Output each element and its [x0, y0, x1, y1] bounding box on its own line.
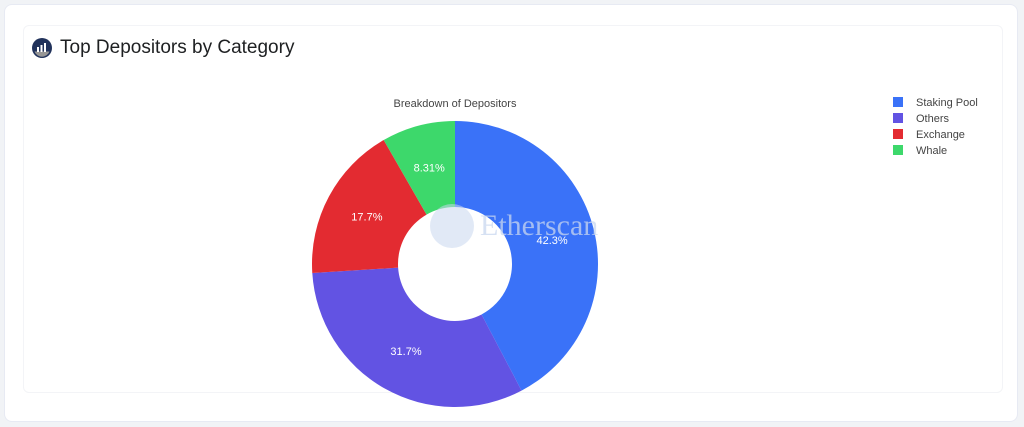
legend-label-staking-pool: Staking Pool — [916, 97, 978, 109]
legend-item-whale[interactable]: Whale — [893, 145, 947, 157]
slice-labels: 42.3% 31.7% 17.7% 8.31% — [351, 162, 568, 358]
card-header: Top Depositors by Category — [32, 34, 294, 62]
legend-item-exchange[interactable]: Exchange — [893, 129, 965, 141]
slice-label-whale: 8.31% — [414, 162, 445, 174]
legend-label-others: Others — [916, 113, 950, 125]
card-title: Top Depositors by Category — [60, 37, 295, 58]
slice-label-staking-pool: 42.3% — [536, 235, 567, 247]
donut-slices — [312, 121, 598, 407]
slice-others[interactable] — [312, 267, 522, 407]
legend-label-exchange: Exchange — [916, 129, 965, 141]
watermark: Etherscan — [430, 204, 598, 248]
slice-staking-pool[interactable] — [455, 121, 598, 391]
watermark-text: Etherscan — [480, 209, 598, 242]
slice-label-others: 31.7% — [390, 346, 421, 358]
slice-label-exchange: 17.7% — [351, 212, 382, 224]
legend-label-whale: Whale — [916, 145, 947, 157]
etherscan-logo-icon — [32, 38, 52, 58]
legend-item-staking-pool[interactable]: Staking Pool — [893, 97, 978, 109]
slice-exchange[interactable] — [312, 140, 427, 274]
slice-whale[interactable] — [383, 121, 455, 215]
legend-item-others[interactable]: Others — [893, 113, 950, 125]
chart-title: Breakdown of Depositors — [394, 98, 517, 110]
watermark-logo-icon — [430, 204, 474, 248]
legend-swatch-staking-pool — [893, 97, 903, 107]
legend-swatch-exchange — [893, 129, 903, 139]
legend: Staking Pool Others Exchange Whale — [893, 97, 978, 157]
legend-swatch-whale — [893, 145, 903, 155]
legend-swatch-others — [893, 113, 903, 123]
